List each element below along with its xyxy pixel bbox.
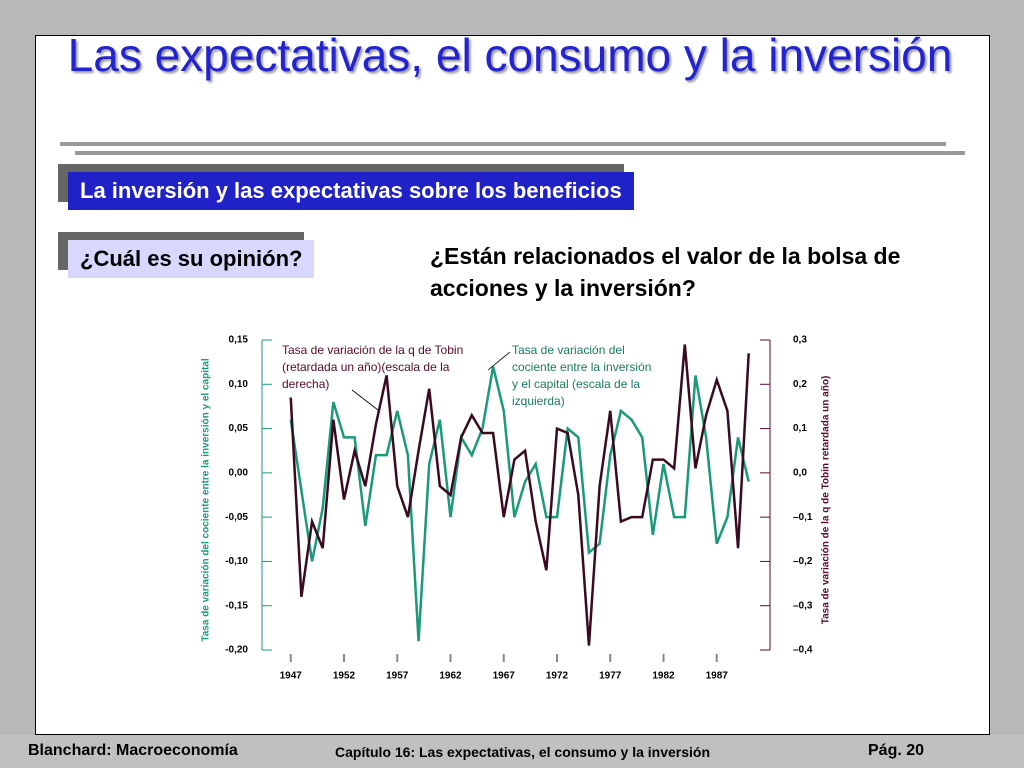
line-series	[289, 344, 750, 646]
y2-tick-label: 0,0	[793, 467, 807, 478]
y2-tick-label: –0,2	[793, 556, 813, 567]
annotation: Tasa de variación de la q de Tobin (reta…	[282, 343, 464, 391]
x-tick-label: 1952	[333, 671, 356, 682]
y-tick-label: 0,15	[229, 335, 249, 346]
x-tick-label: 1977	[599, 671, 622, 682]
y-tick-label: 0,00	[229, 467, 249, 478]
y-tick-label: -0,10	[225, 556, 248, 567]
footer-left: Blanchard: Macroeconomía	[28, 742, 238, 759]
x-tick-label: 1957	[386, 671, 409, 682]
footer-band	[0, 735, 1024, 768]
y2-tick-label: –0,1	[793, 512, 813, 523]
x-tick-label: 1967	[493, 671, 516, 682]
title: Las expectativas, el consumo y la invers…	[67, 29, 953, 81]
subtitle: La inversión y las expectativas sobre lo…	[68, 172, 634, 210]
x-tick-label: 1947	[280, 671, 303, 682]
y2-tick-label: –0,4	[793, 645, 813, 656]
leader	[351, 389, 379, 411]
y2-tick-label: 0,3	[793, 335, 807, 346]
x-tick-label: 1982	[652, 671, 675, 682]
y-tick-label: 0,05	[229, 423, 249, 434]
x-tick-label: 1962	[439, 671, 462, 682]
y2-axis-label: Tasa de variación de la q de Tobin retar…	[821, 376, 832, 625]
y-axis-label: Tasa de variación del cociente entre la …	[201, 358, 212, 641]
rule	[75, 151, 965, 155]
footer-center: Capítulo 16: Las expectativas, el consum…	[335, 744, 711, 760]
question: ¿Están relacionados el valor de la bolsa…	[430, 243, 901, 301]
y-tick-label: -0,05	[225, 512, 248, 523]
rule	[60, 142, 946, 146]
x-tick-label: 1972	[546, 671, 569, 682]
line-series	[289, 366, 750, 642]
footer-right: Pág. 20	[868, 742, 925, 759]
y2-tick-label: 0,1	[793, 423, 807, 434]
y2-tick-label: –0,3	[793, 600, 813, 611]
y-tick-label: 0,10	[229, 379, 249, 390]
y-tick-label: -0,20	[225, 645, 248, 656]
leader	[487, 351, 511, 371]
annotation: Tasa de variación del cociente entre la …	[512, 343, 652, 408]
y-tick-label: -0,15	[225, 600, 248, 611]
y2-tick-label: 0,2	[793, 379, 807, 390]
prompt: ¿Cuál es su opinión?	[68, 240, 315, 278]
x-tick-label: 1987	[706, 671, 729, 682]
